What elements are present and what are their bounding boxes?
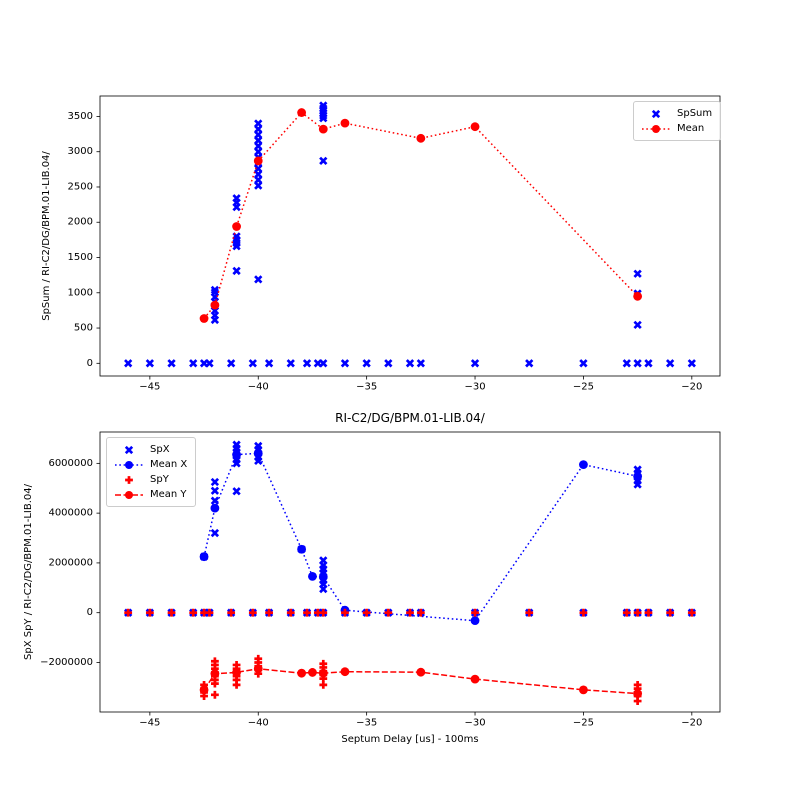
mean-x-line-icon [115, 460, 143, 469]
legend-label-spy: SpY [150, 474, 169, 485]
bottom-y-axis-label: SpX SpY / RI-C2/DG/BPM.01-LIB.04/ [23, 483, 34, 660]
bottom-x-axis-label: Septum Delay [us] - 100ms [341, 734, 478, 745]
spx-marker-icon [124, 445, 134, 454]
legend-item-spsum: SpSum [640, 106, 712, 121]
svg-text:1500: 1500 [68, 252, 93, 263]
svg-text:3500: 3500 [68, 111, 93, 122]
svg-text:−45: −45 [139, 381, 160, 392]
svg-text:2000000: 2000000 [48, 557, 93, 568]
svg-text:−25: −25 [573, 717, 594, 728]
legend-item-mean: Mean [640, 121, 712, 136]
bottom-plot: −45 −40 −35 −30 −25 −20 −2000000 0 2000000 400000… [40, 431, 721, 728]
legend-item-spx: SpX [113, 442, 187, 457]
legend-item-spy: SpY [113, 472, 187, 487]
legend-label-spx: SpX [150, 444, 170, 455]
svg-text:4000000: 4000000 [48, 508, 93, 519]
svg-text:−20: −20 [681, 717, 702, 728]
top-plot: −45 −40 −35 −30 −25 −20 0 500 1000 1500 2000 2500 30… [68, 95, 721, 392]
svg-text:0: 0 [87, 607, 93, 618]
svg-text:−20: −20 [681, 381, 702, 392]
spy-marker-icon [125, 475, 133, 484]
bottom-legend: SpX Mean X SpY Mean Y [106, 437, 197, 507]
bottom-plot-title: RI-C2/DG/BPM.01-LIB.04/ [335, 411, 486, 425]
svg-text:−25: −25 [573, 381, 594, 392]
legend-label-mean-x: Mean X [150, 459, 188, 470]
top-legend: SpSum Mean [633, 101, 722, 141]
mean-line-icon [642, 124, 670, 133]
svg-text:−40: −40 [248, 381, 269, 392]
mean-y-line-icon [115, 490, 143, 499]
svg-text:−30: −30 [464, 381, 485, 392]
svg-text:2000: 2000 [68, 217, 93, 228]
svg-text:6000000: 6000000 [48, 458, 93, 469]
legend-label-mean: Mean [677, 123, 705, 134]
svg-text:−30: −30 [464, 717, 485, 728]
svg-text:2500: 2500 [68, 181, 93, 192]
svg-text:−35: −35 [356, 381, 377, 392]
spsum-marker-icon [651, 109, 661, 118]
svg-text:−45: −45 [139, 717, 160, 728]
legend-item-mean-x: Mean X [113, 457, 187, 472]
legend-item-mean-y: Mean Y [113, 487, 187, 502]
svg-text:−40: −40 [248, 717, 269, 728]
svg-text:1000: 1000 [68, 287, 93, 298]
svg-text:0: 0 [87, 358, 93, 369]
svg-text:3000: 3000 [68, 146, 93, 157]
svg-text:500: 500 [74, 323, 93, 334]
legend-label-mean-y: Mean Y [150, 489, 187, 500]
svg-text:−2000000: −2000000 [40, 657, 93, 668]
top-y-axis-label: SpSum / RI-C2/DG/BPM.01-LIB.04/ [41, 151, 52, 321]
svg-text:−35: −35 [356, 717, 377, 728]
legend-label-spsum: SpSum [677, 108, 713, 119]
